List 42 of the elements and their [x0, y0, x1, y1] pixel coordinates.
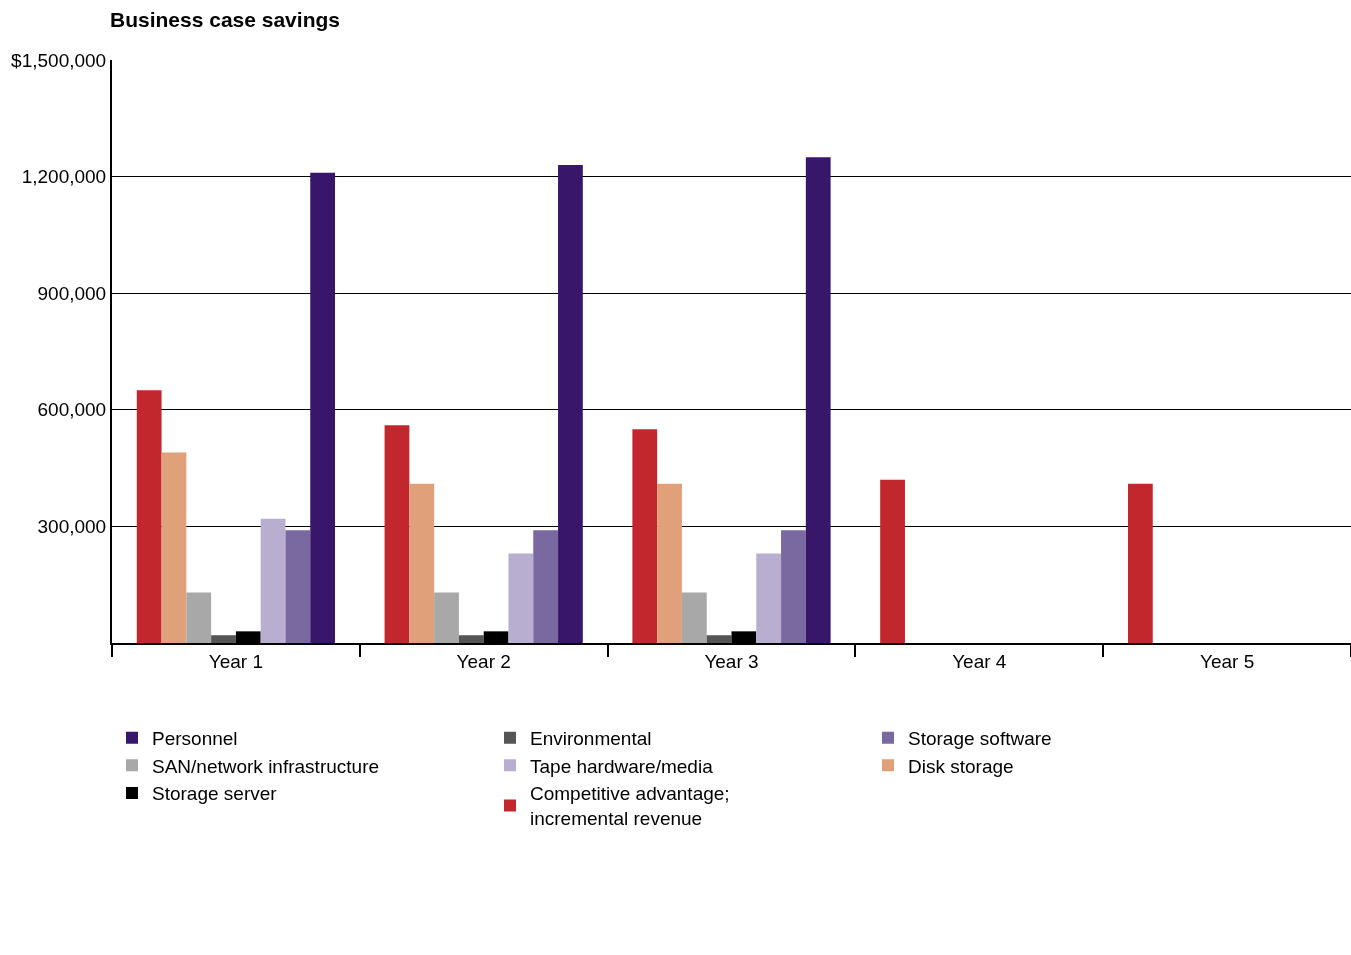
x-tick-label: Year 1	[208, 650, 264, 672]
bar	[161, 452, 187, 643]
bar	[211, 635, 236, 643]
bar	[310, 172, 336, 643]
bar	[384, 425, 410, 643]
legend-label: Personnel	[152, 728, 238, 750]
bar	[657, 483, 682, 643]
y-tick-label: $1,500,000	[11, 49, 107, 71]
bar	[136, 390, 162, 643]
bar	[805, 157, 831, 643]
bar	[756, 553, 782, 643]
bar	[781, 530, 806, 643]
x-tick-label: Year 4	[952, 650, 1007, 672]
x-tick-label: Year 5	[1199, 650, 1255, 672]
y-tick-label: 900,000	[37, 282, 107, 304]
bar	[706, 635, 732, 643]
bar	[508, 553, 534, 643]
legend-label: SAN/network infrastructure	[152, 755, 380, 777]
bar	[285, 530, 311, 643]
chart-title: Business case savings	[110, 8, 340, 32]
bar	[632, 429, 658, 643]
bar	[186, 592, 212, 643]
legend-label: Storage software	[908, 728, 1052, 750]
x-tick-label: Year 2	[456, 650, 511, 672]
legend-label: Environmental	[530, 728, 652, 750]
bar	[681, 592, 707, 643]
bar	[558, 164, 583, 643]
y-tick-label: 1,200,000	[21, 166, 107, 188]
bar	[260, 518, 286, 643]
bar	[458, 635, 484, 643]
legend-label: Disk storage	[908, 755, 1014, 777]
legend-label: Storage server	[152, 783, 278, 805]
y-tick-label: 300,000	[37, 516, 107, 538]
bar	[1127, 483, 1153, 643]
bar	[880, 479, 905, 643]
bar	[434, 592, 459, 643]
x-tick-label: Year 3	[704, 650, 759, 672]
legend-label: Tape hardware/media	[530, 755, 714, 777]
y-tick-label: 600,000	[37, 399, 107, 421]
bar	[409, 483, 435, 643]
bar	[533, 530, 559, 643]
legend-label: Competitive advantage; incremental revenue	[530, 783, 730, 830]
